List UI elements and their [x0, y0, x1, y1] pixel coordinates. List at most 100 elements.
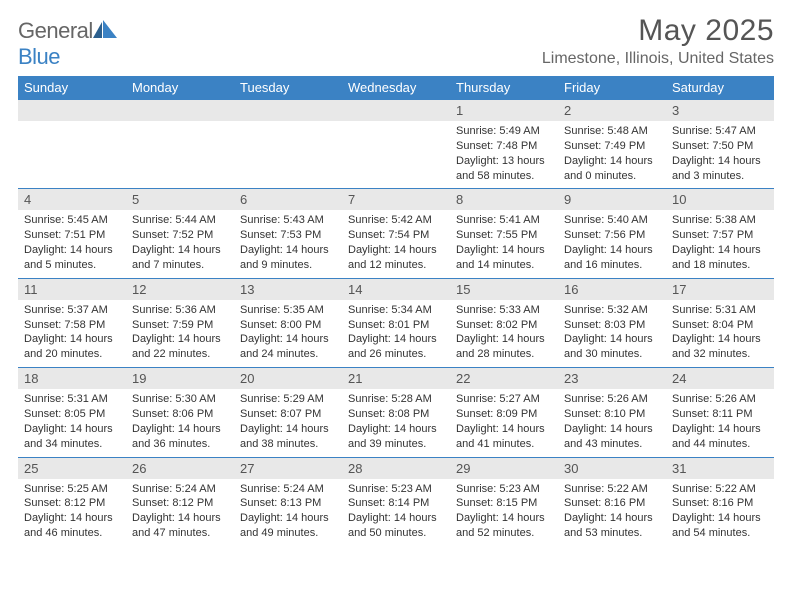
sunset-line: Sunset: 7:49 PM — [564, 139, 660, 154]
day-number-cell: 7 — [342, 189, 450, 211]
day-number-cell: 31 — [666, 457, 774, 479]
daylight-line: Daylight: 13 hours and 58 minutes. — [456, 154, 552, 184]
day-detail-cell: Sunrise: 5:25 AMSunset: 8:12 PMDaylight:… — [18, 479, 126, 546]
sunrise-line: Sunrise: 5:32 AM — [564, 303, 660, 318]
day-detail-cell: Sunrise: 5:32 AMSunset: 8:03 PMDaylight:… — [558, 300, 666, 368]
sunrise-line: Sunrise: 5:30 AM — [132, 392, 228, 407]
dow-monday: Monday — [126, 76, 234, 100]
sunset-line: Sunset: 8:10 PM — [564, 407, 660, 422]
day-detail-cell: Sunrise: 5:23 AMSunset: 8:14 PMDaylight:… — [342, 479, 450, 546]
day-detail-cell: Sunrise: 5:31 AMSunset: 8:04 PMDaylight:… — [666, 300, 774, 368]
day-detail-cell: Sunrise: 5:44 AMSunset: 7:52 PMDaylight:… — [126, 210, 234, 278]
day-number-cell: 14 — [342, 278, 450, 300]
sunrise-line: Sunrise: 5:40 AM — [564, 213, 660, 228]
day-number-cell: 22 — [450, 368, 558, 390]
sunrise-line: Sunrise: 5:35 AM — [240, 303, 336, 318]
daylight-line: Daylight: 14 hours and 49 minutes. — [240, 511, 336, 541]
day-detail-cell: Sunrise: 5:34 AMSunset: 8:01 PMDaylight:… — [342, 300, 450, 368]
day-of-week-row: Sunday Monday Tuesday Wednesday Thursday… — [18, 76, 774, 100]
day-number-cell: 26 — [126, 457, 234, 479]
daylight-line: Daylight: 14 hours and 43 minutes. — [564, 422, 660, 452]
day-detail-cell: Sunrise: 5:26 AMSunset: 8:11 PMDaylight:… — [666, 389, 774, 457]
day-number-cell: 23 — [558, 368, 666, 390]
sunrise-line: Sunrise: 5:26 AM — [672, 392, 768, 407]
day-number-cell: 28 — [342, 457, 450, 479]
day-number-cell: 6 — [234, 189, 342, 211]
sunset-line: Sunset: 7:58 PM — [24, 318, 120, 333]
daylight-line: Daylight: 14 hours and 36 minutes. — [132, 422, 228, 452]
dow-friday: Friday — [558, 76, 666, 100]
day-number-cell — [342, 100, 450, 122]
sunrise-line: Sunrise: 5:26 AM — [564, 392, 660, 407]
day-number-cell: 25 — [18, 457, 126, 479]
daylight-line: Daylight: 14 hours and 5 minutes. — [24, 243, 120, 273]
day-number-cell: 5 — [126, 189, 234, 211]
day-number-cell: 29 — [450, 457, 558, 479]
daylight-line: Daylight: 14 hours and 16 minutes. — [564, 243, 660, 273]
sunrise-line: Sunrise: 5:43 AM — [240, 213, 336, 228]
sunrise-line: Sunrise: 5:29 AM — [240, 392, 336, 407]
header: GeneralBlue May 2025 Limestone, Illinois… — [18, 14, 774, 70]
day-number-cell — [126, 100, 234, 122]
sunrise-line: Sunrise: 5:36 AM — [132, 303, 228, 318]
daylight-line: Daylight: 14 hours and 0 minutes. — [564, 154, 660, 184]
day-number-cell: 10 — [666, 189, 774, 211]
day-number-cell: 8 — [450, 189, 558, 211]
daylight-line: Daylight: 14 hours and 52 minutes. — [456, 511, 552, 541]
day-number-cell: 13 — [234, 278, 342, 300]
dow-wednesday: Wednesday — [342, 76, 450, 100]
sunset-line: Sunset: 8:04 PM — [672, 318, 768, 333]
daylight-line: Daylight: 14 hours and 18 minutes. — [672, 243, 768, 273]
day-detail-cell — [234, 121, 342, 189]
daylight-line: Daylight: 14 hours and 12 minutes. — [348, 243, 444, 273]
sunrise-line: Sunrise: 5:38 AM — [672, 213, 768, 228]
day-detail-cell: Sunrise: 5:48 AMSunset: 7:49 PMDaylight:… — [558, 121, 666, 189]
day-detail-cell: Sunrise: 5:38 AMSunset: 7:57 PMDaylight:… — [666, 210, 774, 278]
sunrise-line: Sunrise: 5:47 AM — [672, 124, 768, 139]
sunset-line: Sunset: 8:16 PM — [672, 496, 768, 511]
sunset-line: Sunset: 8:12 PM — [132, 496, 228, 511]
day-number-cell: 1 — [450, 100, 558, 122]
day-number-cell — [234, 100, 342, 122]
daylight-line: Daylight: 14 hours and 30 minutes. — [564, 332, 660, 362]
sunset-line: Sunset: 8:13 PM — [240, 496, 336, 511]
sunrise-line: Sunrise: 5:23 AM — [348, 482, 444, 497]
sunset-line: Sunset: 7:51 PM — [24, 228, 120, 243]
daylight-line: Daylight: 14 hours and 38 minutes. — [240, 422, 336, 452]
day-number-cell: 17 — [666, 278, 774, 300]
daylight-line: Daylight: 14 hours and 47 minutes. — [132, 511, 228, 541]
daylight-line: Daylight: 14 hours and 26 minutes. — [348, 332, 444, 362]
sunset-line: Sunset: 8:14 PM — [348, 496, 444, 511]
day-detail-cell: Sunrise: 5:45 AMSunset: 7:51 PMDaylight:… — [18, 210, 126, 278]
day-detail-cell: Sunrise: 5:27 AMSunset: 8:09 PMDaylight:… — [450, 389, 558, 457]
week-detail-row: Sunrise: 5:37 AMSunset: 7:58 PMDaylight:… — [18, 300, 774, 368]
sunrise-line: Sunrise: 5:28 AM — [348, 392, 444, 407]
brand-part2: Blue — [18, 44, 60, 69]
day-detail-cell: Sunrise: 5:26 AMSunset: 8:10 PMDaylight:… — [558, 389, 666, 457]
sunset-line: Sunset: 8:09 PM — [456, 407, 552, 422]
day-number-cell: 15 — [450, 278, 558, 300]
day-detail-cell: Sunrise: 5:33 AMSunset: 8:02 PMDaylight:… — [450, 300, 558, 368]
daylight-line: Daylight: 14 hours and 14 minutes. — [456, 243, 552, 273]
day-number-cell — [18, 100, 126, 122]
day-detail-cell: Sunrise: 5:49 AMSunset: 7:48 PMDaylight:… — [450, 121, 558, 189]
sunset-line: Sunset: 8:08 PM — [348, 407, 444, 422]
sunset-line: Sunset: 7:59 PM — [132, 318, 228, 333]
week-date-row: 11121314151617 — [18, 278, 774, 300]
sunset-line: Sunset: 8:02 PM — [456, 318, 552, 333]
day-number-cell: 24 — [666, 368, 774, 390]
daylight-line: Daylight: 14 hours and 32 minutes. — [672, 332, 768, 362]
day-detail-cell: Sunrise: 5:36 AMSunset: 7:59 PMDaylight:… — [126, 300, 234, 368]
daylight-line: Daylight: 14 hours and 46 minutes. — [24, 511, 120, 541]
sunset-line: Sunset: 8:05 PM — [24, 407, 120, 422]
day-number-cell: 16 — [558, 278, 666, 300]
sunrise-line: Sunrise: 5:31 AM — [672, 303, 768, 318]
daylight-line: Daylight: 14 hours and 53 minutes. — [564, 511, 660, 541]
day-number-cell: 19 — [126, 368, 234, 390]
day-detail-cell: Sunrise: 5:23 AMSunset: 8:15 PMDaylight:… — [450, 479, 558, 546]
sunset-line: Sunset: 8:00 PM — [240, 318, 336, 333]
daylight-line: Daylight: 14 hours and 24 minutes. — [240, 332, 336, 362]
sunrise-line: Sunrise: 5:24 AM — [132, 482, 228, 497]
sunset-line: Sunset: 8:06 PM — [132, 407, 228, 422]
day-detail-cell: Sunrise: 5:47 AMSunset: 7:50 PMDaylight:… — [666, 121, 774, 189]
